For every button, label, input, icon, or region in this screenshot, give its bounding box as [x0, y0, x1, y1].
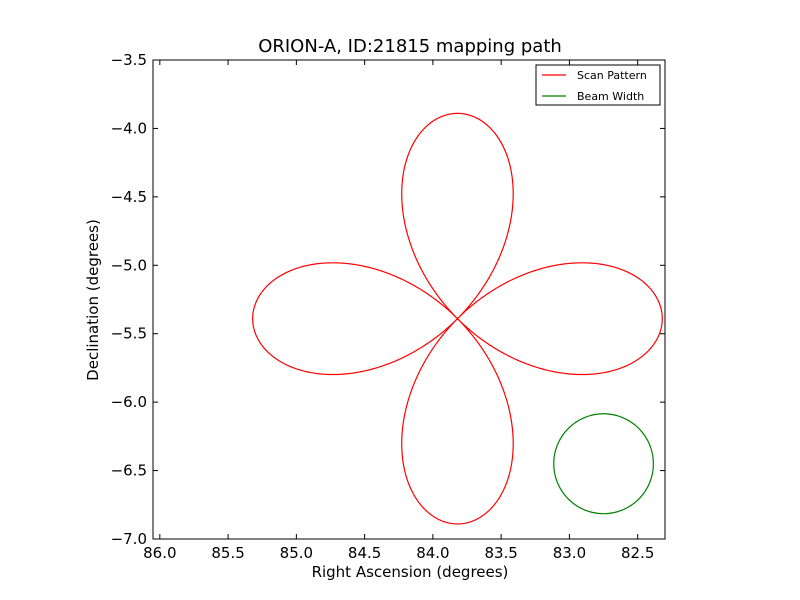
x-tick-label: 83.5 — [484, 544, 517, 562]
legend-label-beam-width: Beam Width — [577, 90, 644, 103]
y-tick-label: −3.5 — [111, 51, 147, 69]
legend-box — [535, 64, 661, 106]
plot-series — [252, 112, 663, 525]
x-tick-label: 86.0 — [143, 544, 176, 562]
x-axis-label: Right Ascension (degrees) — [312, 563, 509, 581]
x-axis-ticks: 86.0 85.5 85.0 84.5 84.0 83.5 83.0 82.5 — [143, 60, 654, 562]
y-tick-label: −7.0 — [111, 530, 147, 548]
y-tick-label: −5.0 — [111, 256, 147, 274]
y-axis-label: Declination (degrees) — [84, 219, 102, 381]
y-tick-label: −4.0 — [111, 119, 147, 137]
x-tick-label: 84.0 — [416, 544, 449, 562]
legend: Scan Pattern Beam Width — [535, 64, 661, 106]
y-tick-label: −6.0 — [111, 393, 147, 411]
beam-width-circle — [553, 413, 654, 515]
scan-pattern-line — [252, 112, 663, 525]
x-tick-label: 85.0 — [280, 544, 313, 562]
x-tick-label: 83.0 — [553, 544, 586, 562]
plot-area — [152, 59, 666, 540]
x-tick-label: 84.5 — [348, 544, 381, 562]
x-tick-label: 85.5 — [211, 544, 244, 562]
y-tick-label: −6.5 — [111, 462, 147, 480]
chart-title: ORION-A, ID:21815 mapping path — [258, 36, 562, 57]
y-axis-ticks: −3.5 −4.0 −4.5 −5.0 −5.5 −6.0 −6.5 −7.0 — [111, 51, 665, 548]
y-tick-label: −4.5 — [111, 188, 147, 206]
legend-label-scan-pattern: Scan Pattern — [577, 69, 647, 82]
y-tick-label: −5.5 — [111, 325, 147, 343]
x-tick-label: 82.5 — [621, 544, 654, 562]
